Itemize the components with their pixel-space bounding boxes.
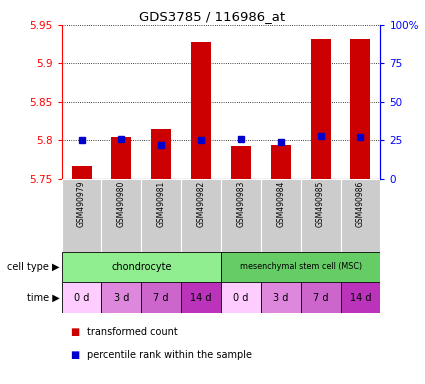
Bar [351,39,371,179]
Text: cell type ▶: cell type ▶ [7,262,60,272]
Bar [191,42,211,179]
Text: 3 d: 3 d [114,293,129,303]
Bar [102,282,141,313]
Bar [102,179,141,252]
Bar [71,166,91,179]
Text: 7 d: 7 d [153,293,169,303]
Text: GSM490980: GSM490980 [117,181,126,227]
Text: GSM490979: GSM490979 [77,181,86,227]
Text: percentile rank within the sample: percentile rank within the sample [87,350,252,360]
Bar [231,146,251,179]
Text: GSM490983: GSM490983 [236,181,245,227]
Text: time ▶: time ▶ [27,293,60,303]
Text: GSM490984: GSM490984 [276,181,285,227]
Text: ■: ■ [70,350,79,360]
Bar [62,282,102,313]
Bar [261,282,300,313]
Text: 14 d: 14 d [190,293,212,303]
Text: 0 d: 0 d [233,293,249,303]
Bar [300,179,340,252]
Text: transformed count: transformed count [87,327,178,337]
Bar [62,179,102,252]
Text: mesenchymal stem cell (MSC): mesenchymal stem cell (MSC) [240,262,362,271]
Bar [221,179,261,252]
Bar [261,179,300,252]
Bar [221,252,380,282]
Text: GSM490981: GSM490981 [157,181,166,227]
Bar [141,179,181,252]
Bar [181,282,221,313]
Bar [340,179,380,252]
Bar [300,282,340,313]
Bar [271,145,291,179]
Text: GSM490986: GSM490986 [356,181,365,227]
Text: 0 d: 0 d [74,293,89,303]
Bar [311,39,331,179]
Text: GSM490982: GSM490982 [197,181,206,227]
Text: 14 d: 14 d [350,293,371,303]
Text: 3 d: 3 d [273,293,289,303]
Bar [221,282,261,313]
Text: 7 d: 7 d [313,293,329,303]
Bar [181,179,221,252]
Bar [141,282,181,313]
Bar [151,129,171,179]
Text: GDS3785 / 116986_at: GDS3785 / 116986_at [139,10,286,23]
Bar [111,137,131,179]
Bar [340,282,380,313]
Text: chondrocyte: chondrocyte [111,262,172,272]
Bar [62,252,221,282]
Text: GSM490985: GSM490985 [316,181,325,227]
Text: ■: ■ [70,327,79,337]
